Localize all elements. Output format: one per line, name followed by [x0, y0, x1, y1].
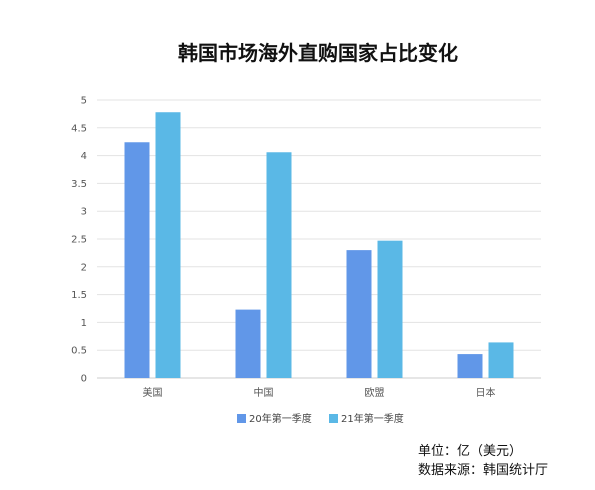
- y-tick-label: 3.5: [71, 179, 87, 190]
- legend: 20年第一季度 21年第一季度: [237, 412, 404, 425]
- legend-label: 20年第一季度: [249, 412, 312, 425]
- bar-1-1: [124, 142, 150, 378]
- legend-label: 21年第一季度: [341, 412, 404, 425]
- y-tick-label: 0.5: [71, 346, 87, 357]
- x-tick-label: 美国: [143, 386, 163, 399]
- y-tick-label: 0: [81, 374, 87, 385]
- y-tick-label: 5: [81, 96, 87, 107]
- y-tick-label: 2.5: [71, 235, 87, 246]
- legend-swatch: [237, 414, 246, 423]
- x-axis-ticks: 美国 中国 欧盟 日本: [143, 386, 496, 399]
- y-axis-ticks: 0 0.5 1 1.5 2 2.5 3 3.5 4 4.5 5: [71, 96, 87, 385]
- x-tick-label: 欧盟: [365, 387, 385, 399]
- unit-note: 单位：亿（美元）: [418, 444, 523, 459]
- legend-swatch: [329, 414, 338, 423]
- bar-1-4: [457, 354, 483, 378]
- bars: [124, 112, 514, 379]
- bar-2-3: [377, 240, 403, 378]
- y-tick-label: 2: [81, 262, 87, 273]
- source-note: 数据来源：韩国统计厅: [418, 463, 549, 478]
- y-tick-label: 3: [81, 207, 87, 218]
- x-tick-label: 日本: [476, 386, 496, 399]
- x-tick-label: 中国: [254, 386, 274, 399]
- bar-2-4: [488, 342, 514, 378]
- y-tick-label: 1: [81, 318, 87, 329]
- y-tick-label: 4.5: [71, 123, 87, 134]
- bar-1-2: [235, 309, 261, 378]
- chart-title: 韩国市场海外直购国家占比变化: [178, 41, 458, 65]
- bar-2-1: [155, 112, 181, 379]
- y-tick-label: 1.5: [71, 290, 87, 301]
- bar-2-2: [266, 152, 292, 378]
- y-tick-label: 4: [81, 151, 87, 162]
- bar-1-3: [346, 250, 372, 378]
